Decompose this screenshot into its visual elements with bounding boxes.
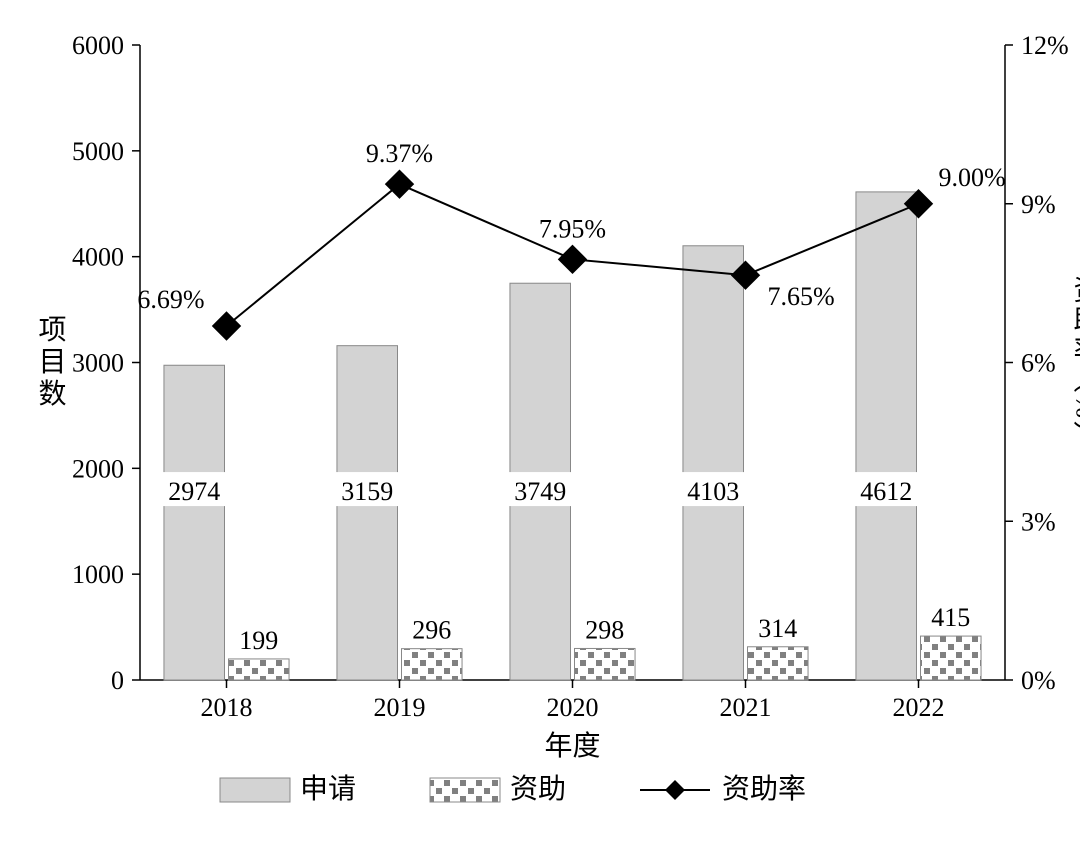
bar-applied [683,246,744,680]
legend-label-rate: 资助率 [722,773,806,805]
bar-funded-label: 415 [931,603,970,632]
legend-swatch-funded [430,778,500,802]
line-rate-label: 6.69% [137,285,204,314]
bar-funded-label: 296 [412,616,451,645]
y-right-tick-label: 0% [1021,666,1056,695]
bar-applied [856,192,917,680]
line-rate-label: 9.37% [366,139,433,168]
legend-label-applied: 申请 [300,773,356,805]
y-left-tick-label: 6000 [72,31,124,60]
legend-swatch-applied [220,778,290,802]
bar-funded [575,648,636,680]
bar-applied-label: 3159 [341,477,393,506]
bar-applied [337,346,398,680]
y-left-tick-label: 4000 [72,243,124,272]
x-tick-label: 2019 [374,693,426,722]
bar-funded [748,647,809,680]
bar-applied-label: 3749 [514,477,566,506]
bar-funded-label: 298 [585,615,624,644]
y-left-tick-label: 3000 [72,349,124,378]
y-left-tick-label: 2000 [72,454,124,483]
chart-svg: 0 1000 2000 3000 4000 5000 6000 0% 3% 6% 9% 12% 2974… [20,20,1080,841]
bar-funded [402,649,463,680]
bar-applied-label: 4103 [687,477,739,506]
legend-label-funded: 资助 [510,773,566,805]
x-title: 年度 [544,730,600,762]
bar-funded-label: 199 [239,626,278,655]
chart-container: 0 1000 2000 3000 4000 5000 6000 0% 3% 6% 9% 12% 2974… [20,20,1080,841]
y-left-tick-label: 1000 [72,560,124,589]
y-right-title: 资助率（%） [1070,274,1080,450]
line-rate-label: 9.00% [939,163,1006,192]
line-rate-label: 7.95% [539,214,606,243]
y-left-title: 项目数 [35,315,67,411]
y-right-tick-label: 3% [1021,507,1056,536]
bar-applied-label: 4612 [860,477,912,506]
bar-applied-label: 2974 [168,477,220,506]
bar-funded [921,636,982,680]
bar-funded-label: 314 [758,614,797,643]
x-tick-label: 2021 [720,693,772,722]
bar-applied [164,365,225,680]
line-rate-marker [386,170,414,198]
y-right-tick-label: 6% [1021,349,1056,378]
y-right-tick-label: 9% [1021,190,1056,219]
y-left-tick-label: 5000 [72,137,124,166]
bar-funded [229,659,290,680]
x-tick-label: 2022 [893,693,945,722]
legend-swatch-rate-marker [665,780,685,800]
y-right-tick-label: 12% [1021,31,1069,60]
y-left-tick-label: 0 [111,666,124,695]
x-tick-label: 2020 [547,693,599,722]
x-tick-label: 2018 [201,693,253,722]
line-rate-marker [559,245,587,273]
line-rate-label: 7.65% [768,282,835,311]
line-rate-marker [213,312,241,340]
